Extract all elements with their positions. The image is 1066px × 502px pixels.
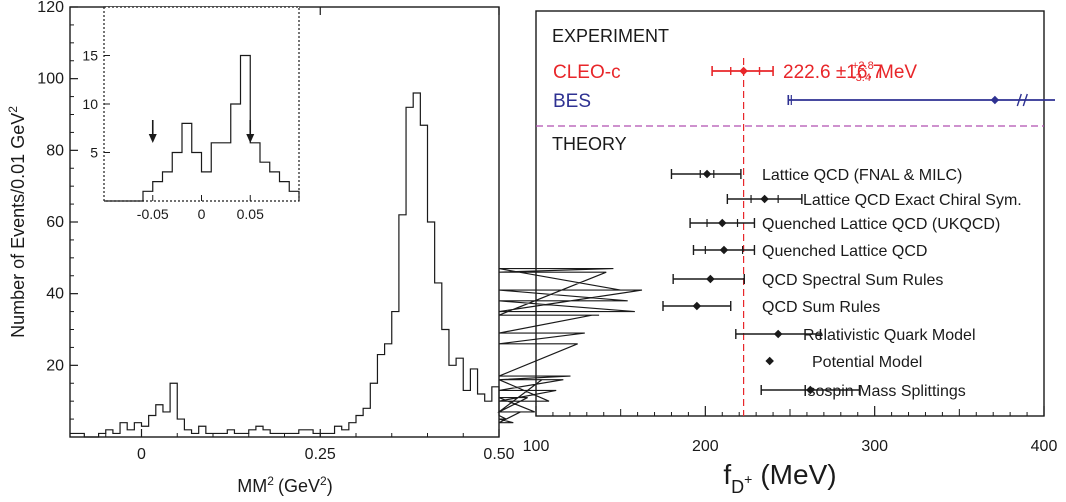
experiment-label: BES [553,91,591,112]
y-tick-label: 120 [37,0,64,16]
theory-label: Lattice QCD Exact Chiral Sym. [803,192,1022,209]
experiment-label: CLEO-c [553,62,621,83]
y-tick-label: 20 [46,357,64,374]
x-tick-label: 0.50 [483,446,514,463]
cut-arrow-head [148,134,157,143]
syst-down: -3.4 [852,72,871,84]
x-tick-label: 200 [692,438,719,455]
theory-marker [702,169,712,179]
inset-y-tick-label: 10 [82,96,98,112]
axis-break-mark [1016,93,1028,107]
theory-marker [806,385,815,395]
x-axis-label: fD+ (MeV) [723,459,836,497]
inset-y-tick-label: 5 [90,145,98,161]
inset-histogram: 5 10 15 -0.05 0 0.05 [82,6,300,222]
theory-label: QCD Spectral Sum Rules [762,272,943,289]
theory-label: Lattice QCD (FNAL & MILC) [762,167,962,184]
theory-marker [692,301,702,311]
theory-label: QCD Sum Rules [762,299,880,316]
x-tick-label: 100 [523,438,550,455]
experiment-marker [990,95,1000,105]
theory-marker [760,194,769,204]
theory-label: Quenched Lattice QCD (UKQCD) [762,216,1000,233]
inset-x-tick-label: -0.05 [137,206,169,222]
inset-series [104,54,300,202]
inset-x-tick-label: 0.05 [237,206,264,222]
theory-header: THEORY [552,134,627,154]
x-tick-label: 0 [137,446,146,463]
x-tick-label: 400 [1031,438,1058,455]
histogram-series [70,92,643,438]
theory-marker [718,218,727,228]
y-tick-label: 40 [46,286,64,303]
y-tick-label: 80 [46,142,64,159]
cleo-result-value: 222.6 ±16.7 [783,62,883,83]
experiment-marker [739,66,748,76]
theory-marker [765,356,774,366]
theory-label: Quenched Lattice QCD [762,243,927,260]
x-axis-label: MM2 (GeV2) [237,474,332,496]
experiment-header: EXPERIMENT [552,26,669,46]
theory-label: Potential Model [812,354,922,371]
theory-label: Relativistic Quark Model [803,327,976,344]
theory-marker [719,245,729,255]
theory-marker [706,274,715,284]
x-tick-label: 300 [861,438,888,455]
theory-label: Isospin Mass Splittings [803,383,966,400]
y-tick-label: 100 [37,71,64,88]
cut-arrow-head [246,134,255,143]
x-tick-label: 0.25 [305,446,336,463]
y-axis-label: Number of Events/0.01 GeV2 [6,106,28,338]
inset-x-tick-label: 0 [198,206,206,222]
y-tick-label: 60 [46,214,64,231]
inset-y-tick-label: 15 [82,48,98,64]
result-unit: MeV [878,62,917,83]
syst-up: +2.8 [852,60,874,72]
theory-marker [773,329,783,339]
fd-comparison-chart: 100 200 300 400 fD+ (MeV) EXPERIMENT THEORY CLEO… [523,10,1058,497]
